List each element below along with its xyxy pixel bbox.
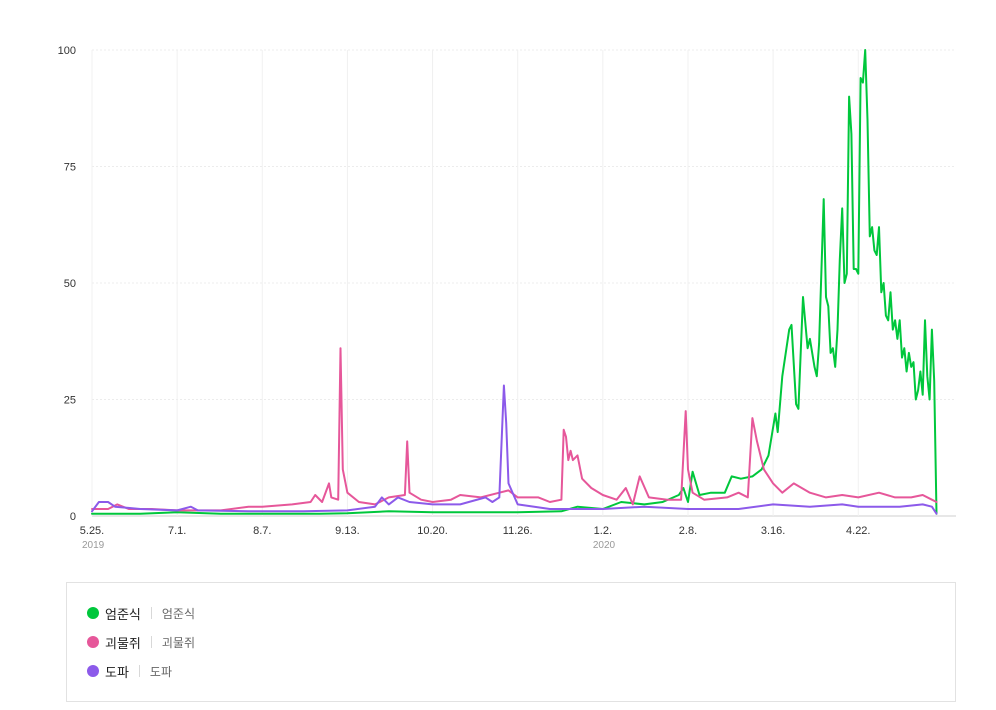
legend-series-keyword: 도파 [149, 664, 173, 679]
legend-item-series-3[interactable]: 도파 도파 [87, 661, 172, 681]
legend-divider [138, 665, 140, 677]
series-line-2[interactable] [91, 347, 938, 512]
series-line-3[interactable] [91, 384, 938, 515]
legend-series-name: 괴물쥐 [105, 635, 141, 651]
legend-series-keyword: 괴물쥐 [161, 635, 196, 650]
x-tick-label: 7.1. [168, 525, 186, 537]
y-tick-label: 100 [58, 45, 76, 57]
legend-item-series-2[interactable]: 괴물쥐 괴물쥐 [87, 632, 195, 652]
x-tick-label: 2.8. [679, 525, 697, 537]
legend: 엄준식 엄준식 괴물쥐 괴물쥐 도파 도파 [66, 582, 956, 702]
legend-divider [150, 636, 152, 648]
legend-series-name: 엄준식 [105, 606, 141, 622]
year-label: 2020 [593, 540, 616, 551]
x-tick-label: 1.2. [594, 525, 612, 537]
year-label: 2019 [82, 540, 105, 551]
series-lines [91, 49, 938, 515]
legend-series-name: 도파 [105, 664, 129, 680]
y-tick-label: 25 [64, 395, 76, 407]
x-tick-label: 9.13. [335, 525, 359, 537]
y-tick-label: 50 [64, 278, 76, 290]
x-tick-label: 4.22. [846, 525, 870, 537]
legend-dot-icon [87, 665, 99, 677]
trend-chart: 0 25 50 75 100 5.25. 7.1. 8.7. 9.13. 10.20. 11.26.… [58, 45, 956, 551]
grid-lines [91, 49, 956, 517]
legend-series-keyword: 엄준식 [161, 606, 196, 621]
legend-divider [150, 607, 152, 619]
x-tick-label: 5.25. [80, 525, 104, 537]
legend-dot-icon [87, 607, 99, 619]
series-line-1[interactable] [91, 49, 938, 515]
legend-item-series-1[interactable]: 엄준식 엄준식 [87, 603, 195, 623]
axis-labels: 0 25 50 75 100 5.25. 7.1. 8.7. 9.13. 10.20. 11.26.… [58, 45, 871, 551]
x-tick-label: 3.16. [761, 525, 785, 537]
y-tick-label: 75 [64, 162, 76, 174]
x-tick-label: 10.20. [417, 525, 448, 537]
legend-dot-icon [87, 636, 99, 648]
x-tick-label: 8.7. [253, 525, 271, 537]
y-tick-label: 0 [70, 511, 76, 523]
x-tick-label: 11.26. [503, 525, 533, 537]
